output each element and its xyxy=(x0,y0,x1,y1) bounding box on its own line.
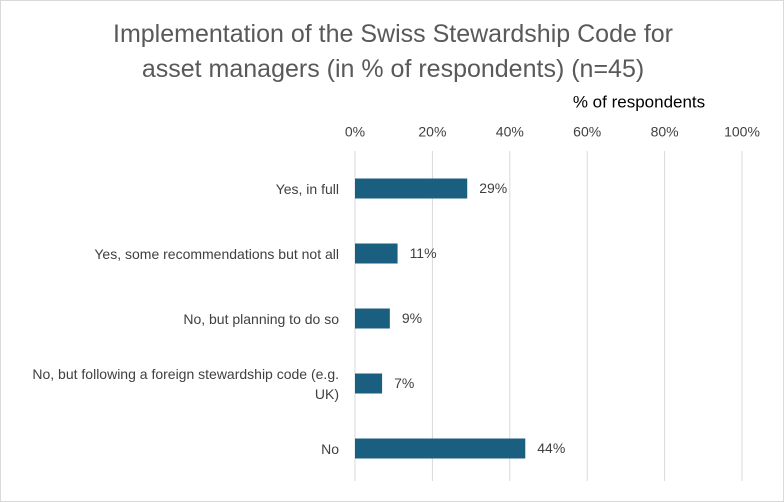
y-tick-label: No, but following a foreign stewardship … xyxy=(32,365,339,402)
data-label: 44% xyxy=(537,440,565,456)
y-tick-label: No, but planning to do so xyxy=(183,310,339,327)
y-tick-label: No xyxy=(321,440,339,457)
y-tick-label: Yes, some recommendations but not all xyxy=(94,245,339,262)
x-tick-label: 0% xyxy=(345,124,365,140)
data-label: 7% xyxy=(394,375,414,391)
data-label: 11% xyxy=(410,245,437,261)
x-tick-label: 100% xyxy=(724,124,760,140)
bar xyxy=(355,438,526,459)
bar xyxy=(355,373,383,394)
x-tick-label: 60% xyxy=(573,124,601,140)
chart-title: Implementation of the Swiss Stewardship … xyxy=(113,20,673,83)
x-tick-label: 20% xyxy=(418,124,446,140)
data-label: 29% xyxy=(479,180,507,196)
x-tick-label: 40% xyxy=(496,124,524,140)
bar xyxy=(355,243,398,264)
x-tick-label: 80% xyxy=(651,124,679,140)
bar xyxy=(355,308,390,329)
data-label: 9% xyxy=(402,310,422,326)
bar xyxy=(355,178,468,199)
y-tick-label: Yes, in full xyxy=(275,180,339,197)
axis-title: % of respondents xyxy=(573,92,705,111)
